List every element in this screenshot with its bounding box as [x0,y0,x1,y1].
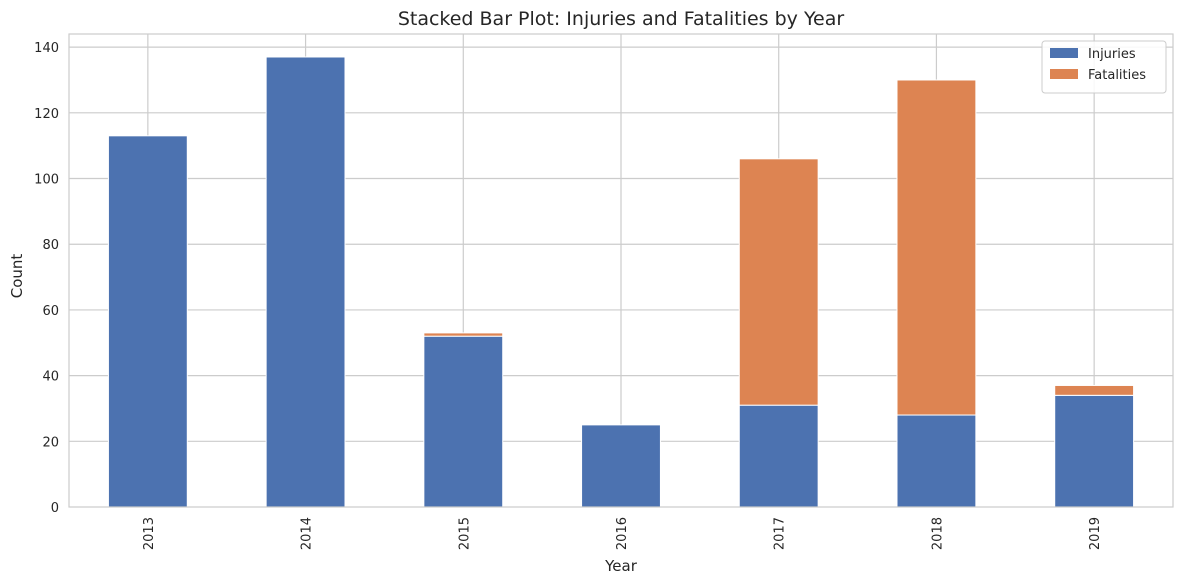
bar-fatalities-2017 [738,158,819,406]
x-tick-label-2013: 2013 [142,517,157,550]
legend-swatch-fatalities [1050,69,1078,79]
y-tick-label: 100 [34,173,59,188]
bar-injuries-2015 [423,335,504,508]
y-tick-label: 120 [34,107,59,122]
y-tick-label: 20 [42,435,59,450]
x-tick-label-2019: 2019 [1088,517,1103,550]
y-tick-label: 80 [42,238,59,253]
y-tick-label: 60 [42,304,59,319]
bar-injuries-2018 [896,414,977,508]
x-tick-label-2015: 2015 [457,517,472,550]
y-tick-labels: 0 20 40 60 80 100 120 140 [34,41,59,516]
legend-swatch-injuries [1050,48,1078,58]
x-tick-label-2016: 2016 [615,517,630,550]
bars [107,56,1135,508]
bar-injuries-2013 [107,135,188,508]
bar-injuries-2014 [265,56,346,508]
x-tick-label-2018: 2018 [930,517,945,550]
bar-fatalities-2019 [1054,384,1135,396]
y-tick-label: 140 [34,41,59,56]
y-axis-label: Count [8,254,26,299]
bar-injuries-2017 [738,404,819,508]
legend-label-fatalities: Fatalities [1088,68,1146,83]
bar-fatalities-2015 [423,332,504,337]
bar-injuries-2019 [1054,394,1135,508]
legend-label-injuries: Injuries [1088,47,1136,62]
legend: Injuries Fatalities [1041,40,1167,94]
bar-injuries-2016 [581,424,661,508]
x-tick-label-2017: 2017 [773,517,788,550]
y-tick-label: 0 [51,501,59,516]
x-axis-label: Year [604,557,638,575]
y-tick-label: 40 [42,370,59,385]
x-tick-label-2014: 2014 [300,517,315,550]
chart-title: Stacked Bar Plot: Injuries and Fatalitie… [398,8,845,30]
x-tick-labels: 2013 2014 2015 2016 2017 2018 2019 [142,517,1103,550]
plot-frame [68,33,1174,508]
bar-fatalities-2018 [896,79,977,416]
